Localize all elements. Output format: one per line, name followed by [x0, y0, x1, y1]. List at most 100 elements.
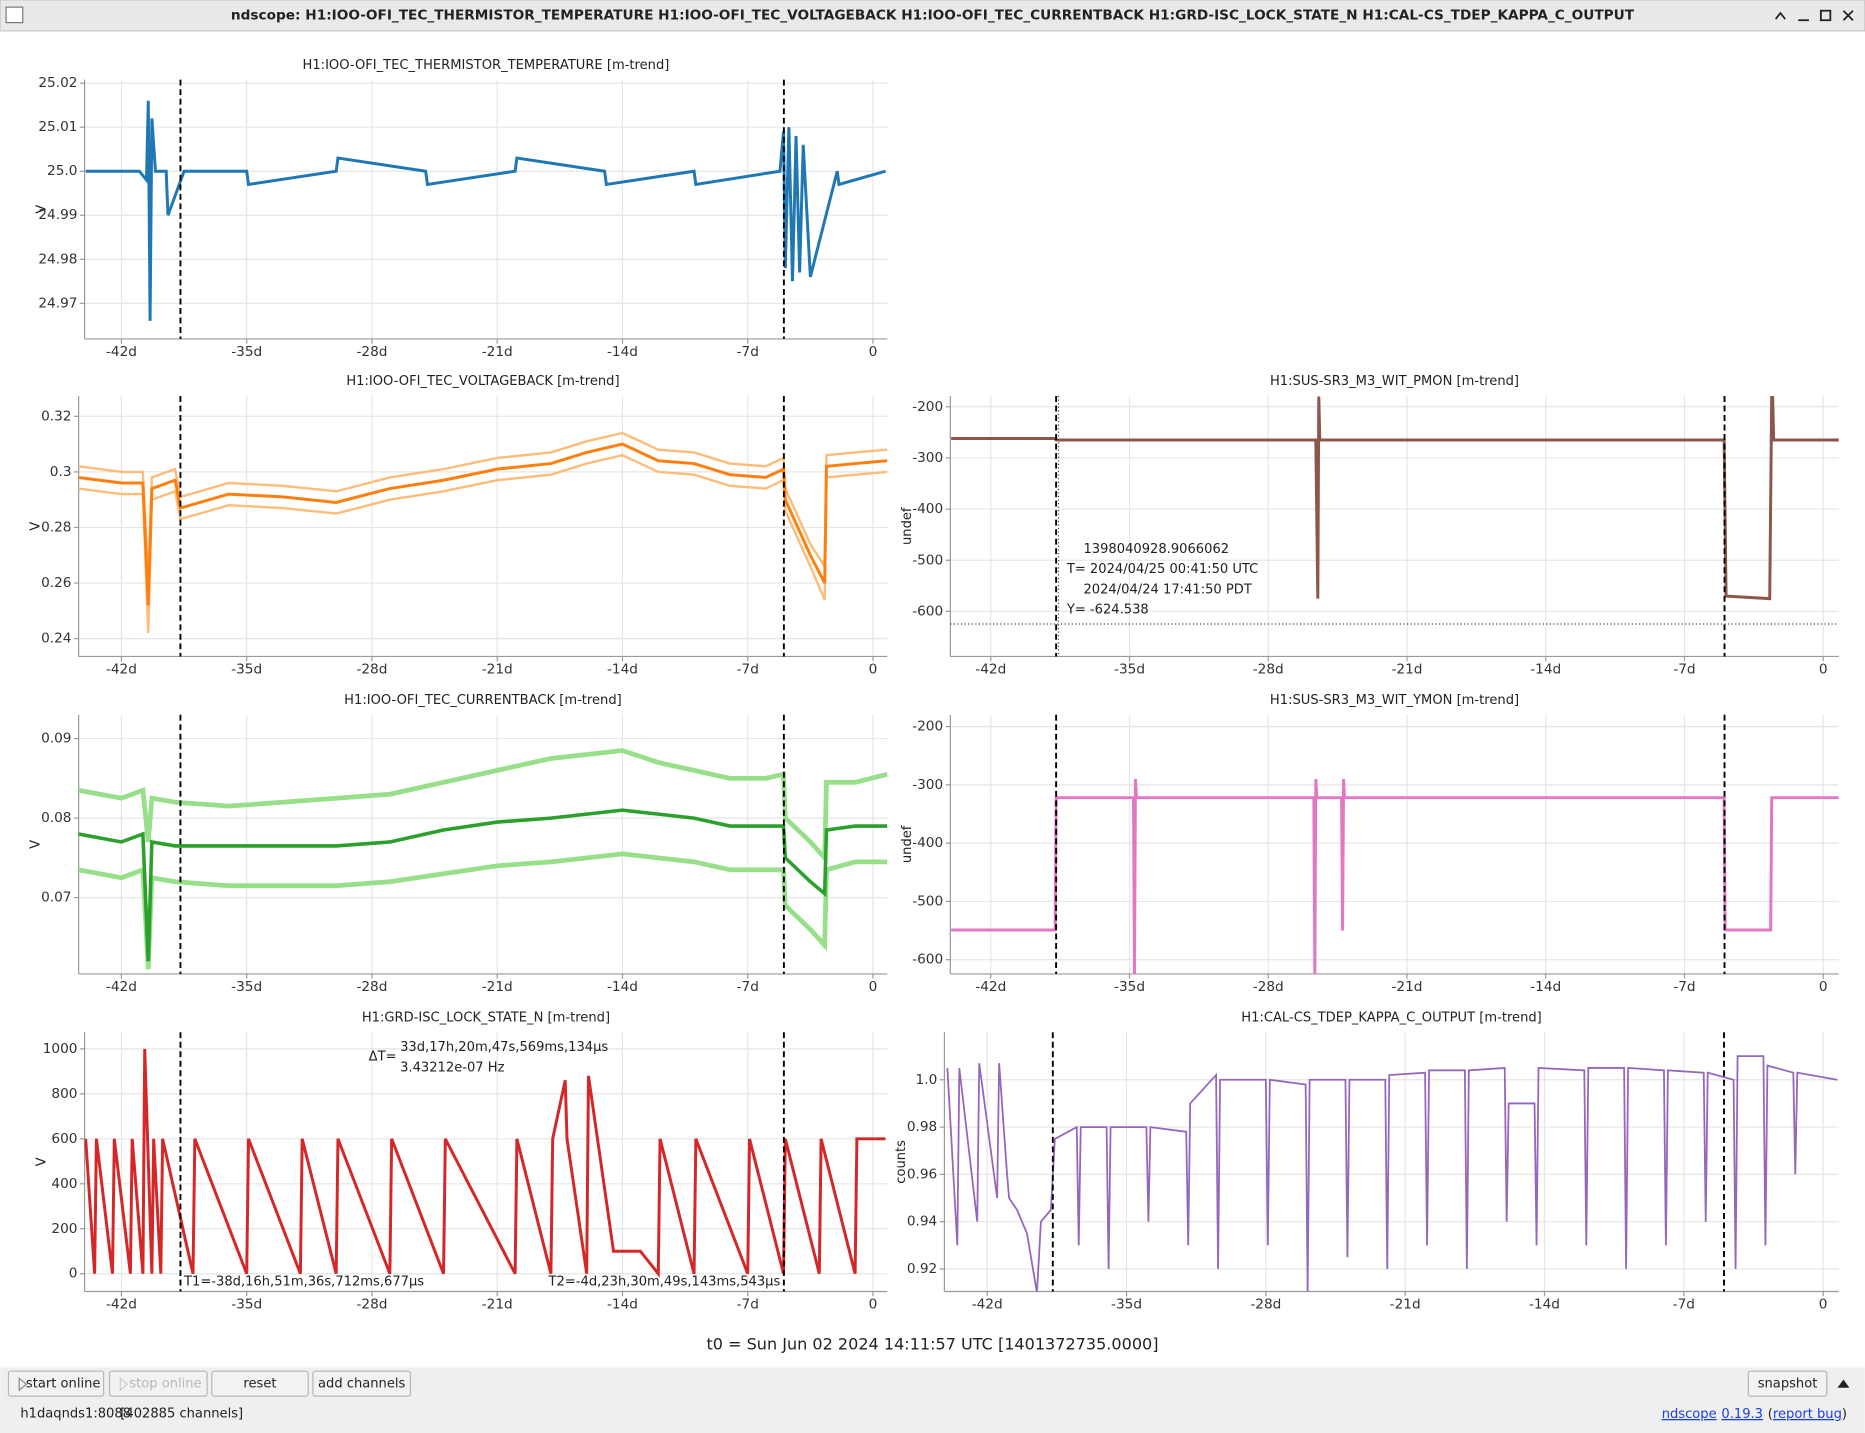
x-tick-label: -14d	[1530, 979, 1561, 995]
series-line	[78, 748, 888, 864]
x-tick-label: -21d	[482, 662, 513, 678]
button-label[interactable]: start online	[26, 1377, 101, 1392]
y-tick-label: -200	[912, 399, 943, 415]
y-tick-label: 800	[51, 1086, 77, 1102]
x-tick-label: -21d	[482, 979, 513, 995]
button-icon	[119, 1377, 129, 1392]
delta-prefix: ΔT=	[369, 1050, 397, 1065]
x-tick-label: -28d	[1250, 1297, 1281, 1313]
x-tick-label: -14d	[1530, 662, 1561, 678]
y-tick-label: 400	[51, 1176, 77, 1192]
status-host: h1daqnds1:8088	[20, 1406, 131, 1421]
x-tick-label: -28d	[1253, 979, 1284, 995]
x-tick-label: -7d	[737, 979, 759, 995]
x-tick-label: 0	[869, 662, 878, 678]
series-line	[78, 431, 888, 578]
series-line	[78, 442, 888, 606]
expand-arrow[interactable]	[1837, 1379, 1850, 1388]
x-tick-label: 0	[869, 344, 878, 360]
x-tick-label: -7d	[737, 662, 759, 678]
x-tick-label: -14d	[607, 979, 638, 995]
y-tick-label: 25.02	[38, 75, 77, 91]
button-label[interactable]: add channels	[318, 1377, 406, 1392]
x-tick-label: -14d	[607, 1297, 638, 1313]
y-tick-label: -400	[912, 501, 943, 517]
link[interactable]: report bug	[1773, 1406, 1842, 1421]
x-tick-label: -35d	[231, 1297, 262, 1313]
app-icon	[5, 6, 24, 24]
series-line	[85, 100, 886, 321]
y-tick-label: 600	[51, 1131, 77, 1147]
y-tick-label: -200	[912, 719, 943, 735]
button: stop online	[108, 1370, 208, 1397]
series-line	[946, 1055, 1838, 1292]
button-face[interactable]	[1747, 1370, 1828, 1397]
window-title: ndscope: H1:IOO-OFI_TEC_THERMISTOR_TEMPE…	[231, 7, 1635, 23]
y-tick-label: 1000	[43, 1041, 78, 1057]
x-tick-label: -14d	[1529, 1297, 1560, 1313]
y-tick-label: -500	[912, 552, 943, 568]
delta-value: 33d,17h,20m,47s,569ms,134μs	[400, 1040, 608, 1055]
y-tick-label: 0.3	[50, 464, 72, 480]
plot: H1:CAL-CS_TDEP_KAPPA_C_OUTPUT [m-trend] c…	[894, 1010, 1839, 1313]
y-tick-label: -300	[912, 450, 943, 466]
control-bar	[0, 1367, 1865, 1433]
y-tick-label: -500	[912, 893, 943, 909]
plot: H1:SUS-SR3_M3_WIT_YMON [m-trend] undef -60…	[900, 693, 1839, 995]
button-label[interactable]: reset	[243, 1377, 276, 1392]
button[interactable]: add channels	[312, 1370, 412, 1397]
y-tick-label: 0.32	[41, 408, 71, 424]
y-axis-label: undef	[900, 507, 915, 545]
y-tick-label: 0.92	[907, 1261, 937, 1277]
x-tick-label: 0	[869, 979, 878, 995]
y-axis-label: V	[28, 522, 43, 531]
maximize-button[interactable]	[1819, 9, 1832, 22]
plot-title: H1:IOO-OFI_TEC_THERMISTOR_TEMPERATURE [m…	[303, 58, 670, 73]
x-tick-label: -7d	[1673, 979, 1695, 995]
plot: H1:GRD-ISC_LOCK_STATE_N [m-trend] V 0 200 40…	[34, 1010, 888, 1313]
y-axis-label: undef	[900, 825, 915, 863]
link[interactable]: 0.19.3	[1721, 1406, 1763, 1421]
button[interactable]: snapshot	[1747, 1370, 1828, 1397]
cursor-t2-label: T2=-4d,23h,30m,49s,143ms,543μs	[548, 1274, 781, 1289]
x-tick-label: -42d	[975, 979, 1006, 995]
crosshair-label: 2024/04/24 17:41:50 PDT	[1083, 582, 1252, 597]
button-face[interactable]	[7, 1370, 105, 1397]
y-tick-label: 25.0	[47, 163, 77, 179]
x-tick-label: -7d	[737, 344, 759, 360]
y-tick-label: 200	[51, 1221, 77, 1237]
x-tick-label: -28d	[1253, 662, 1284, 678]
close-button[interactable]	[1842, 10, 1854, 21]
series-line	[78, 453, 888, 634]
series-line	[951, 396, 1839, 601]
x-tick-label: 0	[1819, 662, 1828, 678]
plot: H1:IOO-OFI_TEC_VOLTAGEBACK [m-trend]V0.2…	[28, 374, 888, 678]
y-tick-label: 1.0	[916, 1072, 938, 1088]
y-tick-label: 24.99	[38, 207, 77, 223]
plot: H1:IOO-OFI_TEC_CURRENTBACK [m-trend] V 0.0…	[28, 693, 888, 995]
y-tick-label: 0.28	[41, 519, 71, 535]
x-tick-label: -7d	[1673, 1297, 1695, 1313]
link[interactable]: ndscope	[1662, 1406, 1717, 1421]
x-tick-label: 0	[1819, 979, 1828, 995]
button[interactable]: reset	[211, 1370, 309, 1397]
button-face[interactable]	[312, 1370, 412, 1397]
y-tick-label: 0.98	[907, 1119, 937, 1135]
x-tick-label: -28d	[356, 979, 387, 995]
x-tick-label: -35d	[1111, 1297, 1142, 1313]
cursor-t1-label: T1=-38d,16h,51m,36s,712ms,677μs	[183, 1274, 424, 1289]
y-axis-label: V	[34, 205, 49, 214]
title-bar	[0, 0, 1865, 32]
y-tick-label: 0.08	[41, 810, 71, 826]
y-tick-label: 0.07	[41, 890, 71, 906]
button[interactable]: start online	[7, 1370, 105, 1397]
x-tick-label: -35d	[231, 979, 262, 995]
button-face[interactable]	[211, 1370, 309, 1397]
button-label[interactable]: snapshot	[1758, 1377, 1818, 1392]
x-tick-label: -21d	[1392, 979, 1423, 995]
y-axis-label: counts	[894, 1140, 909, 1184]
shade-button[interactable]	[1774, 11, 1786, 20]
y-tick-label: 0.96	[907, 1166, 937, 1182]
